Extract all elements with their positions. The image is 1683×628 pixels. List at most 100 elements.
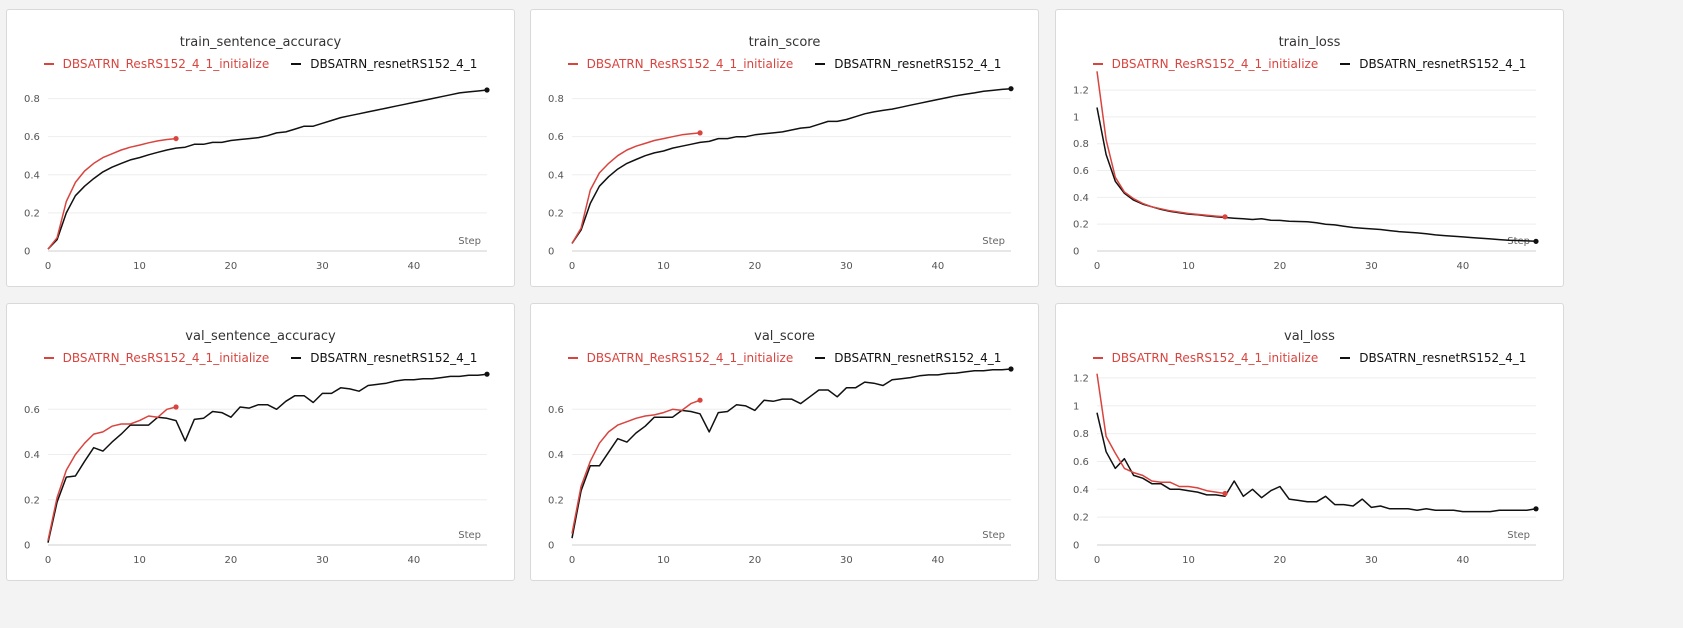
y-tick-label: 0.4	[548, 170, 564, 181]
y-tick-label: 0.2	[548, 208, 564, 219]
legend-label: DBSATRN_resnetRS152_4_1	[310, 351, 478, 365]
x-tick-label: 30	[840, 555, 853, 566]
series-end-point-0	[697, 397, 703, 403]
series-end-point-1	[484, 87, 490, 93]
legend-label: DBSATRN_resnetRS152_4_1	[834, 57, 1002, 71]
y-tick-label: 0.4	[24, 170, 40, 181]
y-tick-label: 0.6	[548, 132, 564, 143]
x-tick-label: 40	[407, 261, 420, 272]
series-end-point-1	[484, 371, 490, 377]
x-tick-label: 20	[225, 261, 238, 272]
legend-label: DBSATRN_ResRS152_4_1_initialize	[62, 57, 270, 71]
y-tick-label: 0.6	[1073, 166, 1089, 177]
chart-title: train_sentence_accuracy	[179, 35, 342, 50]
legend-item-initialize[interactable]: DBSATRN_ResRS152_4_1_initialize	[43, 351, 270, 365]
series-end-point-1	[1008, 366, 1014, 372]
x-tick-label: 20	[1274, 261, 1287, 272]
x-axis-label: Step	[1507, 236, 1530, 247]
x-tick-label: 10	[1182, 555, 1195, 566]
x-tick-label: 30	[316, 261, 329, 272]
legend-item-initialize[interactable]: DBSATRN_ResRS152_4_1_initialize	[567, 57, 793, 71]
legend-item-initialize[interactable]: DBSATRN_ResRS152_4_1_initialize	[1092, 57, 1319, 71]
legend-label: DBSATRN_ResRS152_4_1_initialize	[62, 351, 270, 365]
x-tick-label: 10	[133, 261, 146, 272]
legend-item-initialize[interactable]: DBSATRN_ResRS152_4_1_initialize	[43, 57, 270, 71]
x-tick-label: 40	[1456, 261, 1469, 272]
x-tick-label: 40	[407, 555, 420, 566]
x-tick-label: 20	[749, 555, 762, 566]
y-tick-label: 0.6	[548, 405, 564, 416]
legend-swatch-red	[1092, 63, 1103, 65]
series-end-point-0	[697, 130, 703, 136]
chart-title: train_loss	[1278, 35, 1341, 50]
legend-item-initialize[interactable]: DBSATRN_ResRS152_4_1_initialize	[567, 351, 794, 365]
chart-panel-val-sentence-accuracy: val_sentence_accuracy DBSATRN_ResRS152_4…	[6, 303, 515, 581]
legend-item-resnet[interactable]: DBSATRN_resnetRS152_4_1	[815, 351, 1001, 365]
legend-label: DBSATRN_ResRS152_4_1_initialize	[586, 351, 794, 365]
series-end-point-1	[1533, 238, 1539, 244]
y-tick-label: 0.4	[1073, 193, 1089, 204]
legend-swatch-red	[1092, 357, 1103, 359]
legend-label: DBSATRN_resnetRS152_4_1	[310, 57, 478, 71]
y-tick-label: 0.2	[548, 495, 564, 506]
y-tick-label: 0.4	[1073, 485, 1089, 496]
chart-title: val_sentence_accuracy	[185, 329, 336, 344]
x-tick-label: 20	[1274, 555, 1287, 566]
legend-item-resnet[interactable]: DBSATRN_resnetRS152_4_1	[1340, 351, 1526, 365]
x-axis-label: Step	[458, 530, 481, 541]
legend-label: DBSATRN_ResRS152_4_1_initialize	[1111, 57, 1319, 71]
x-tick-label: 10	[133, 555, 146, 566]
y-tick-label: 0	[24, 247, 30, 258]
legend-label: DBSATRN_ResRS152_4_1_initialize	[1111, 351, 1319, 365]
series-line-0	[47, 406, 177, 541]
x-tick-label: 10	[657, 261, 670, 272]
x-tick-label: 10	[1182, 261, 1195, 272]
line-chart: 0 0.2 0.4 0.6 0.8 0 10 20 30 40 Step	[24, 87, 490, 272]
series-end-point-0	[173, 135, 179, 142]
x-tick-label: 30	[840, 261, 853, 272]
series-line-0	[571, 399, 701, 534]
legend-swatch-black	[815, 357, 826, 359]
series-end-point-0	[173, 404, 179, 410]
chart-panel-train-score: train_score DBSATRN_ResRS152_4_1_initial…	[530, 9, 1039, 287]
line-chart: 0 0.2 0.4 0.6 0 10 20 30 40 Step	[24, 371, 490, 566]
line-chart: 0 0.2 0.4 0.6 0.8 1 1.2 0 10 20 30 40 Step	[1073, 373, 1539, 566]
legend-swatch-red	[567, 357, 578, 359]
chart-legend: DBSATRN_ResRS152_4_1_initialize DBSATRN_…	[7, 57, 514, 71]
series-end-point-1	[1008, 86, 1014, 92]
legend-swatch-black	[291, 63, 302, 65]
y-tick-label: 0.6	[24, 132, 40, 143]
legend-item-resnet[interactable]: DBSATRN_resnetRS152_4_1	[815, 57, 1001, 71]
series-line-0	[47, 137, 177, 250]
series-line-0	[1096, 71, 1226, 218]
y-tick-label: 0.2	[1073, 513, 1089, 524]
y-tick-label: 1	[1073, 401, 1079, 412]
chart-legend: DBSATRN_ResRS152_4_1_initialize DBSATRN_…	[7, 351, 514, 365]
line-chart: 0 0.2 0.4 0.6 0 10 20 30 40 Step	[548, 366, 1014, 566]
legend-item-resnet[interactable]: DBSATRN_resnetRS152_4_1	[1340, 57, 1526, 71]
y-tick-label: 0.8	[548, 94, 564, 105]
series-line-0	[571, 132, 701, 244]
legend-swatch-red	[567, 63, 578, 65]
legend-item-initialize[interactable]: DBSATRN_ResRS152_4_1_initialize	[1092, 351, 1319, 365]
legend-item-resnet[interactable]: DBSATRN_resnetRS152_4_1	[291, 57, 477, 71]
x-axis-label: Step	[458, 236, 481, 247]
series-line-1	[1096, 107, 1537, 243]
chart-panel-train-loss: train_loss DBSATRN_ResRS152_4_1_initiali…	[1055, 9, 1564, 287]
x-tick-label: 0	[1094, 555, 1100, 566]
legend-swatch-red	[43, 357, 54, 359]
x-tick-label: 20	[749, 261, 762, 272]
series-line-1	[571, 87, 1012, 244]
x-tick-label: 0	[45, 555, 51, 566]
y-tick-label: 0	[24, 541, 30, 552]
y-tick-label: 0.2	[24, 208, 40, 219]
x-tick-label: 40	[931, 261, 944, 272]
chart-legend: DBSATRN_ResRS152_4_1_initialize DBSATRN_…	[1056, 57, 1563, 71]
x-tick-label: 0	[569, 261, 575, 272]
legend-label: DBSATRN_resnetRS152_4_1	[1359, 351, 1527, 365]
y-tick-label: 0.2	[24, 495, 40, 506]
x-tick-label: 10	[657, 555, 670, 566]
legend-item-resnet[interactable]: DBSATRN_resnetRS152_4_1	[291, 351, 477, 365]
x-tick-label: 40	[1456, 555, 1469, 566]
y-tick-label: 1.2	[1073, 86, 1089, 97]
